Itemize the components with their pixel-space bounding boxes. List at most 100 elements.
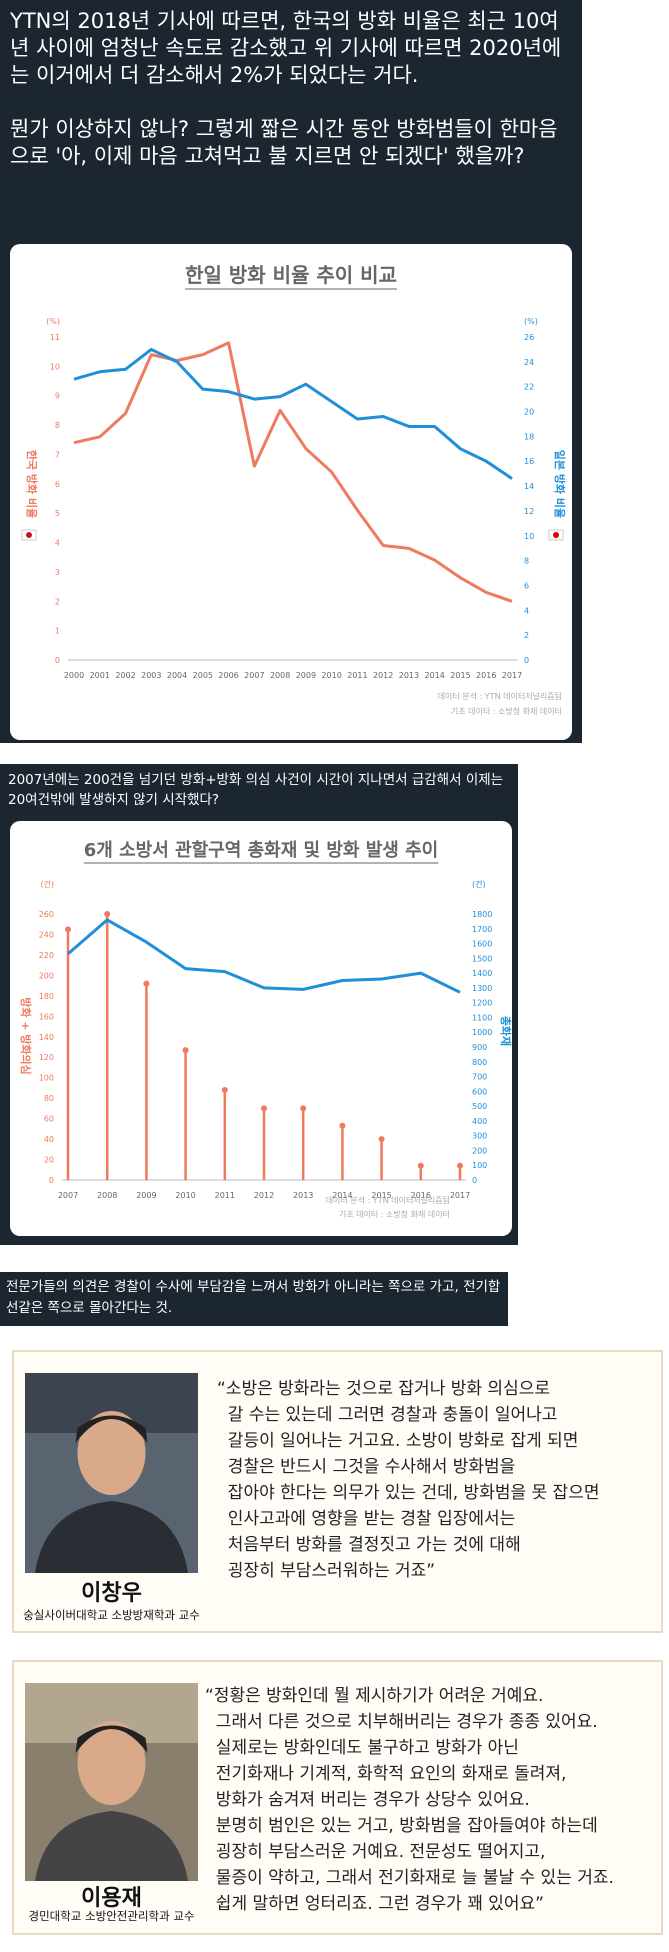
quote-line: “정황은 방화인데 뭘 제시하기가 어려운 거예요. <box>205 1686 544 1706</box>
quote-line: 처음부터 방화를 결정짓고 가는 것에 대해 <box>217 1535 521 1555</box>
post-panel: YTN의 2018년 기사에 따르면, 한국의 방화 비율은 최근 10여 년 … <box>0 0 582 743</box>
x-tick-label: 2008 <box>97 1191 117 1200</box>
y2-tick-label: 1100 <box>472 1013 492 1022</box>
quote-line: 굉장히 부담스러운 거예요. 전문성도 떨어지고, <box>205 1842 546 1862</box>
y2-tick-label: 4 <box>524 606 529 615</box>
y2-tick-label: 10 <box>524 532 534 541</box>
y2-tick-label: 20 <box>524 408 534 417</box>
post-text: YTN의 2018년 기사에 따르면, 한국의 방화 비율은 최근 10여 년 … <box>10 8 572 170</box>
y-tick-label: 5 <box>55 509 60 518</box>
y2-tick-label: 26 <box>524 333 534 342</box>
axis-label: 방화 + 방화의심 <box>19 997 33 1075</box>
chart-card: 6개 소방서 관할구역 총화재 및 방화 발생 추이 (건) (건) 0 20 40 60 8… <box>10 821 512 1236</box>
quote-line: 갈 수는 있는데 그러면 경찰과 충돌이 일어나고 <box>217 1405 558 1425</box>
quote-line: 전기화재나 기계적, 화학적 요인의 화재로 돌려져, <box>205 1764 567 1784</box>
y2-tick-label: 24 <box>524 358 534 367</box>
y-tick-label: 0 <box>55 656 60 665</box>
post-text: 전문가들의 의견은 경찰이 수사에 부담감을 느껴서 방화가 아니라는 쪽으로 … <box>6 1279 501 1316</box>
lollipop-head <box>143 980 150 987</box>
x-tick-label: 2014 <box>425 671 445 680</box>
body <box>35 1501 188 1573</box>
x-tick-label: 2017 <box>450 1191 470 1200</box>
y-unit: (%) <box>46 317 60 326</box>
y-tick-label: 80 <box>44 1094 54 1103</box>
axis-label: 한국 방화 비율 <box>25 450 39 518</box>
x-tick-label: 2010 <box>175 1191 195 1200</box>
y2-tick-label: 1700 <box>472 925 492 934</box>
y-tick-label: 60 <box>44 1115 54 1124</box>
y2-tick-label: 18 <box>524 432 534 441</box>
y2-tick-label: 14 <box>524 482 534 491</box>
quote-line: 쉽게 말하면 엉터리죠. 그런 경우가 꽤 있어요” <box>205 1894 544 1914</box>
y-tick-label: 10 <box>50 362 60 371</box>
x-tick-label: 2017 <box>502 671 522 680</box>
x-tick-label: 2009 <box>296 671 316 680</box>
y-tick-label: 7 <box>55 450 60 459</box>
body <box>35 1811 188 1881</box>
lollipop-head <box>182 1047 189 1054</box>
chart: 한일 방화 비율 추이 비교(%) (%)01234567891011024681… <box>21 263 567 716</box>
y-tick-label: 0 <box>49 1176 54 1185</box>
y2-tick-label: 200 <box>472 1146 487 1155</box>
x-tick-label: 2012 <box>254 1191 274 1200</box>
x-tick-label: 2000 <box>64 671 84 680</box>
y2-tick-label: 400 <box>472 1117 487 1126</box>
post-panel: 2007년에는 200건을 넘기던 방화+방화 의심 사건이 시간이 지나면서 … <box>0 764 518 1245</box>
y-tick-label: 160 <box>39 1012 54 1021</box>
x-tick-label: 2002 <box>115 671 135 680</box>
quote-box: 이용재 경민대학교 소방안전관리학과 교수 “정황은 방화인데 뭘 제시하기가 어려… <box>12 1660 663 1935</box>
x-tick-label: 2015 <box>450 671 470 680</box>
y2-tick-label: 0 <box>524 656 529 665</box>
y-tick-label: 260 <box>39 910 54 919</box>
hair <box>75 1725 148 1753</box>
lollipop-head <box>65 926 71 933</box>
y-tick-label: 200 <box>39 971 54 980</box>
line <box>73 347 513 480</box>
y2-tick-label: 1600 <box>472 940 492 949</box>
lollipop-head <box>339 1122 346 1129</box>
head <box>77 1721 146 1805</box>
line <box>67 918 461 994</box>
post-text: 2007년에는 200건을 넘기던 방화+방화 의심 사건이 시간이 지나면서 … <box>8 772 504 808</box>
head <box>77 1411 146 1495</box>
y2-tick-label: 1000 <box>472 1028 492 1037</box>
x-tick-label: 2004 <box>167 671 187 680</box>
y2-tick-label: 500 <box>472 1102 487 1111</box>
y-tick-label: 40 <box>44 1135 54 1144</box>
y2-tick-label: 6 <box>524 581 529 590</box>
speaker-affiliation: 숭실사이버대학교 소방방재학과 교수 <box>23 1608 200 1622</box>
y2-tick-label: 16 <box>524 457 534 466</box>
axis-label: 총화재 <box>499 1016 512 1046</box>
y2-tick-label: 1200 <box>472 999 492 1008</box>
quote-line: 실제로는 방화인데도 불구하고 방화가 아닌 <box>205 1738 519 1758</box>
speaker-name: 이창우 <box>81 1581 142 1606</box>
y2-unit: (%) <box>524 317 538 326</box>
x-tick-label: 2005 <box>193 671 213 680</box>
y-tick-label: 8 <box>55 421 60 430</box>
speaker-affiliation: 경민대학교 소방안전관리학과 교수 <box>28 1909 195 1923</box>
quote-line: 갈등이 일어나는 거고요. 소방이 방화로 잡게 되면 <box>217 1431 579 1451</box>
axis-label: 일본 방화 비율 <box>553 450 567 518</box>
y2-tick-label: 900 <box>472 1043 487 1052</box>
lollipop-head <box>104 911 111 917</box>
quote-box: 이창우 숭실사이버대학교 소방방재학과 교수 “소방은 방화라는 것으로 잡거나 방… <box>12 1350 663 1633</box>
lollipop-head <box>261 1105 267 1112</box>
quote-line: 굉장히 부담스러워하는 거죠” <box>217 1561 436 1581</box>
source: 기초 데이터 : 소방청 화재 데이터 <box>339 1209 450 1219</box>
x-tick-label: 2013 <box>293 1191 313 1200</box>
quote-line: 잡아야 한다는 의무가 있는 건데, 방화범을 못 잡으면 <box>217 1483 600 1503</box>
y2-tick-label: 1800 <box>472 910 492 919</box>
x-tick-label: 2001 <box>90 671 110 680</box>
post-panel: 전문가들의 의견은 경찰이 수사에 부담감을 느껴서 방화가 아니라는 쪽으로 … <box>0 1272 508 1326</box>
quote-line: 분명히 범인은 있는 거고, 방화범을 잡아들여야 하는데 <box>205 1816 598 1836</box>
y2-tick-label: 1500 <box>472 954 492 963</box>
y2-tick-label: 0 <box>472 1176 477 1185</box>
chart: 6개 소방서 관할구역 총화재 및 방화 발생 추이 (건) (건) 0 20 40 60 8… <box>19 839 512 1219</box>
y-tick-label: 6 <box>55 480 60 489</box>
y2-tick-label: 100 <box>472 1161 487 1170</box>
x-tick-label: 2011 <box>347 671 367 680</box>
chart-title: 한일 방화 비율 추이 비교 <box>185 263 397 287</box>
y-tick-label: 3 <box>55 568 60 577</box>
hair <box>75 1415 148 1443</box>
lollipop-head <box>300 1105 307 1112</box>
